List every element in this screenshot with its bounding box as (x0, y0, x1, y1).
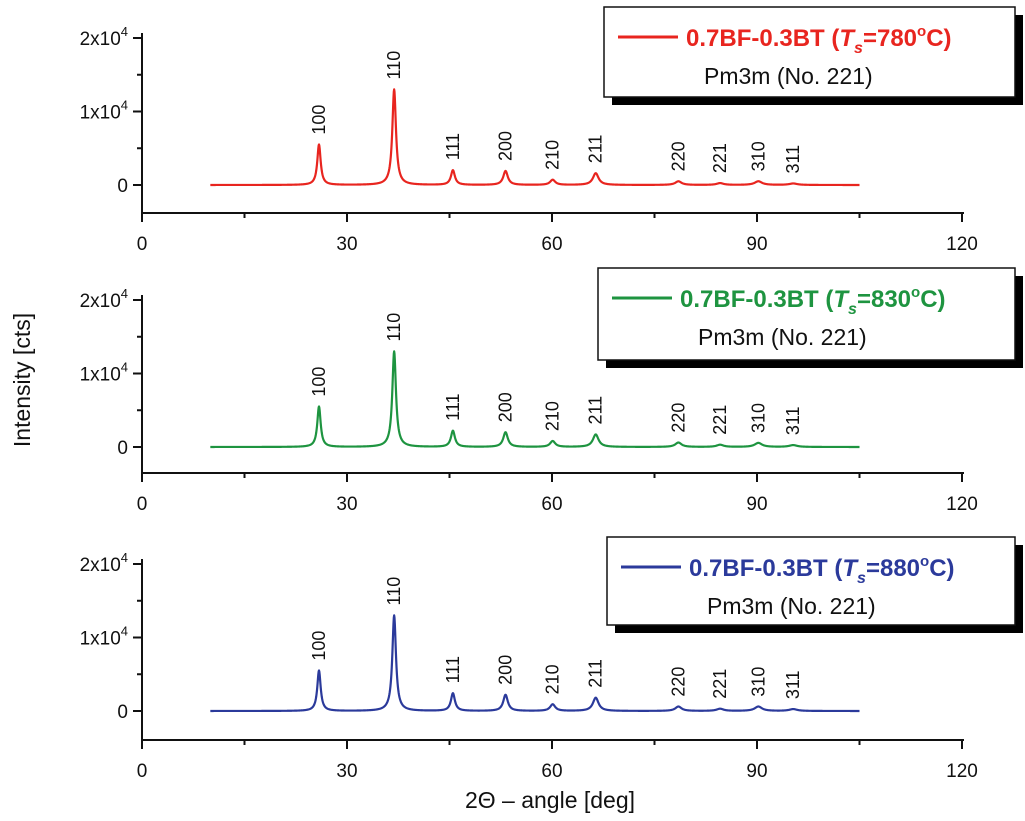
peak-label-211: 211 (586, 135, 606, 164)
legend-box (597, 267, 1016, 361)
legend-label: 0.7BF-0.3BT (Ts=780oC) (686, 23, 952, 57)
y-tick-label: 1x104 (80, 98, 128, 124)
peak-label-311: 311 (783, 145, 803, 174)
legend-box (603, 6, 1016, 98)
peak-label-200: 200 (496, 131, 516, 161)
y-tick-label: 2x104 (80, 550, 128, 576)
peak-label-110: 110 (384, 51, 404, 80)
peak-label-100: 100 (309, 631, 329, 661)
y-tick-label: 0 (117, 702, 128, 723)
x-tick-label: 60 (541, 761, 562, 782)
peak-label-200: 200 (496, 392, 516, 422)
peak-label-111: 111 (443, 656, 463, 683)
peak-label-211: 211 (586, 659, 606, 688)
x-tick-label: 90 (746, 494, 767, 515)
diffraction-pattern (209, 350, 861, 449)
y-tick-label: 1x104 (80, 624, 128, 650)
y-tick-label: 1x104 (80, 360, 128, 386)
peak-label-310: 310 (748, 403, 768, 433)
peak-label-221: 221 (710, 669, 730, 699)
peak-label-210: 210 (543, 140, 563, 170)
peak-label-111: 111 (443, 393, 463, 420)
x-tick-label: 120 (946, 761, 978, 782)
legend-box (606, 536, 1016, 626)
diffraction-pattern (209, 88, 861, 187)
peak-label-311: 311 (783, 670, 803, 699)
x-tick-label: 0 (137, 761, 148, 782)
peak-label-311: 311 (783, 406, 803, 435)
x-tick-label: 90 (746, 234, 767, 255)
peak-label-310: 310 (748, 667, 768, 697)
peak-label-100: 100 (309, 367, 329, 397)
x-tick-label: 60 (541, 494, 562, 515)
peak-label-221: 221 (710, 405, 730, 435)
peak-label-220: 220 (668, 141, 688, 171)
structure-label: Pm3m (No. 221) (698, 324, 867, 350)
x-tick-label: 0 (137, 494, 148, 515)
legend-label: 0.7BF-0.3BT (Ts=880oC) (689, 553, 955, 587)
peak-label-310: 310 (748, 141, 768, 171)
y-tick-label: 2x104 (80, 24, 128, 50)
x-tick-label: 90 (746, 761, 767, 782)
y-axis-title: Intensity [cts] (9, 313, 35, 447)
y-tick-label: 0 (117, 176, 128, 197)
peak-label-100: 100 (309, 105, 329, 135)
peak-label-200: 200 (496, 655, 516, 685)
x-tick-label: 120 (946, 494, 978, 515)
peak-label-111: 111 (443, 133, 463, 160)
y-tick-label: 2x104 (80, 286, 128, 312)
x-tick-label: 30 (336, 234, 357, 255)
peak-label-220: 220 (668, 403, 688, 433)
legend-label: 0.7BF-0.3BT (Ts=830oC) (680, 284, 946, 318)
x-tick-label: 30 (336, 494, 357, 515)
peak-label-220: 220 (668, 667, 688, 697)
peak-label-110: 110 (384, 577, 404, 606)
peak-label-210: 210 (543, 401, 563, 431)
peak-label-221: 221 (710, 143, 730, 173)
x-tick-label: 30 (336, 761, 357, 782)
structure-label: Pm3m (No. 221) (704, 63, 873, 89)
x-axis-title: 2Θ – angle [deg] (465, 787, 635, 813)
structure-label: Pm3m (No. 221) (707, 593, 876, 619)
y-tick-label: 0 (117, 438, 128, 459)
peak-label-210: 210 (543, 664, 563, 694)
x-tick-label: 60 (541, 234, 562, 255)
peak-label-110: 110 (384, 313, 404, 342)
diffraction-pattern (209, 614, 861, 713)
peak-label-211: 211 (586, 396, 606, 425)
x-tick-label: 120 (946, 234, 978, 255)
panel-2: 0 30 60 90 120 0 1x104 2x104 100 110 111 200 210 211 2… (80, 267, 1023, 515)
panel-3: 0 30 60 90 120 0 1x104 2x104 100 110 111 200 210 211 2… (80, 536, 1023, 782)
x-tick-label: 0 (137, 234, 148, 255)
panel-1: 0 30 60 90 120 0 1x104 2x104 100 110 111 200 210 211 2… (80, 6, 1023, 255)
